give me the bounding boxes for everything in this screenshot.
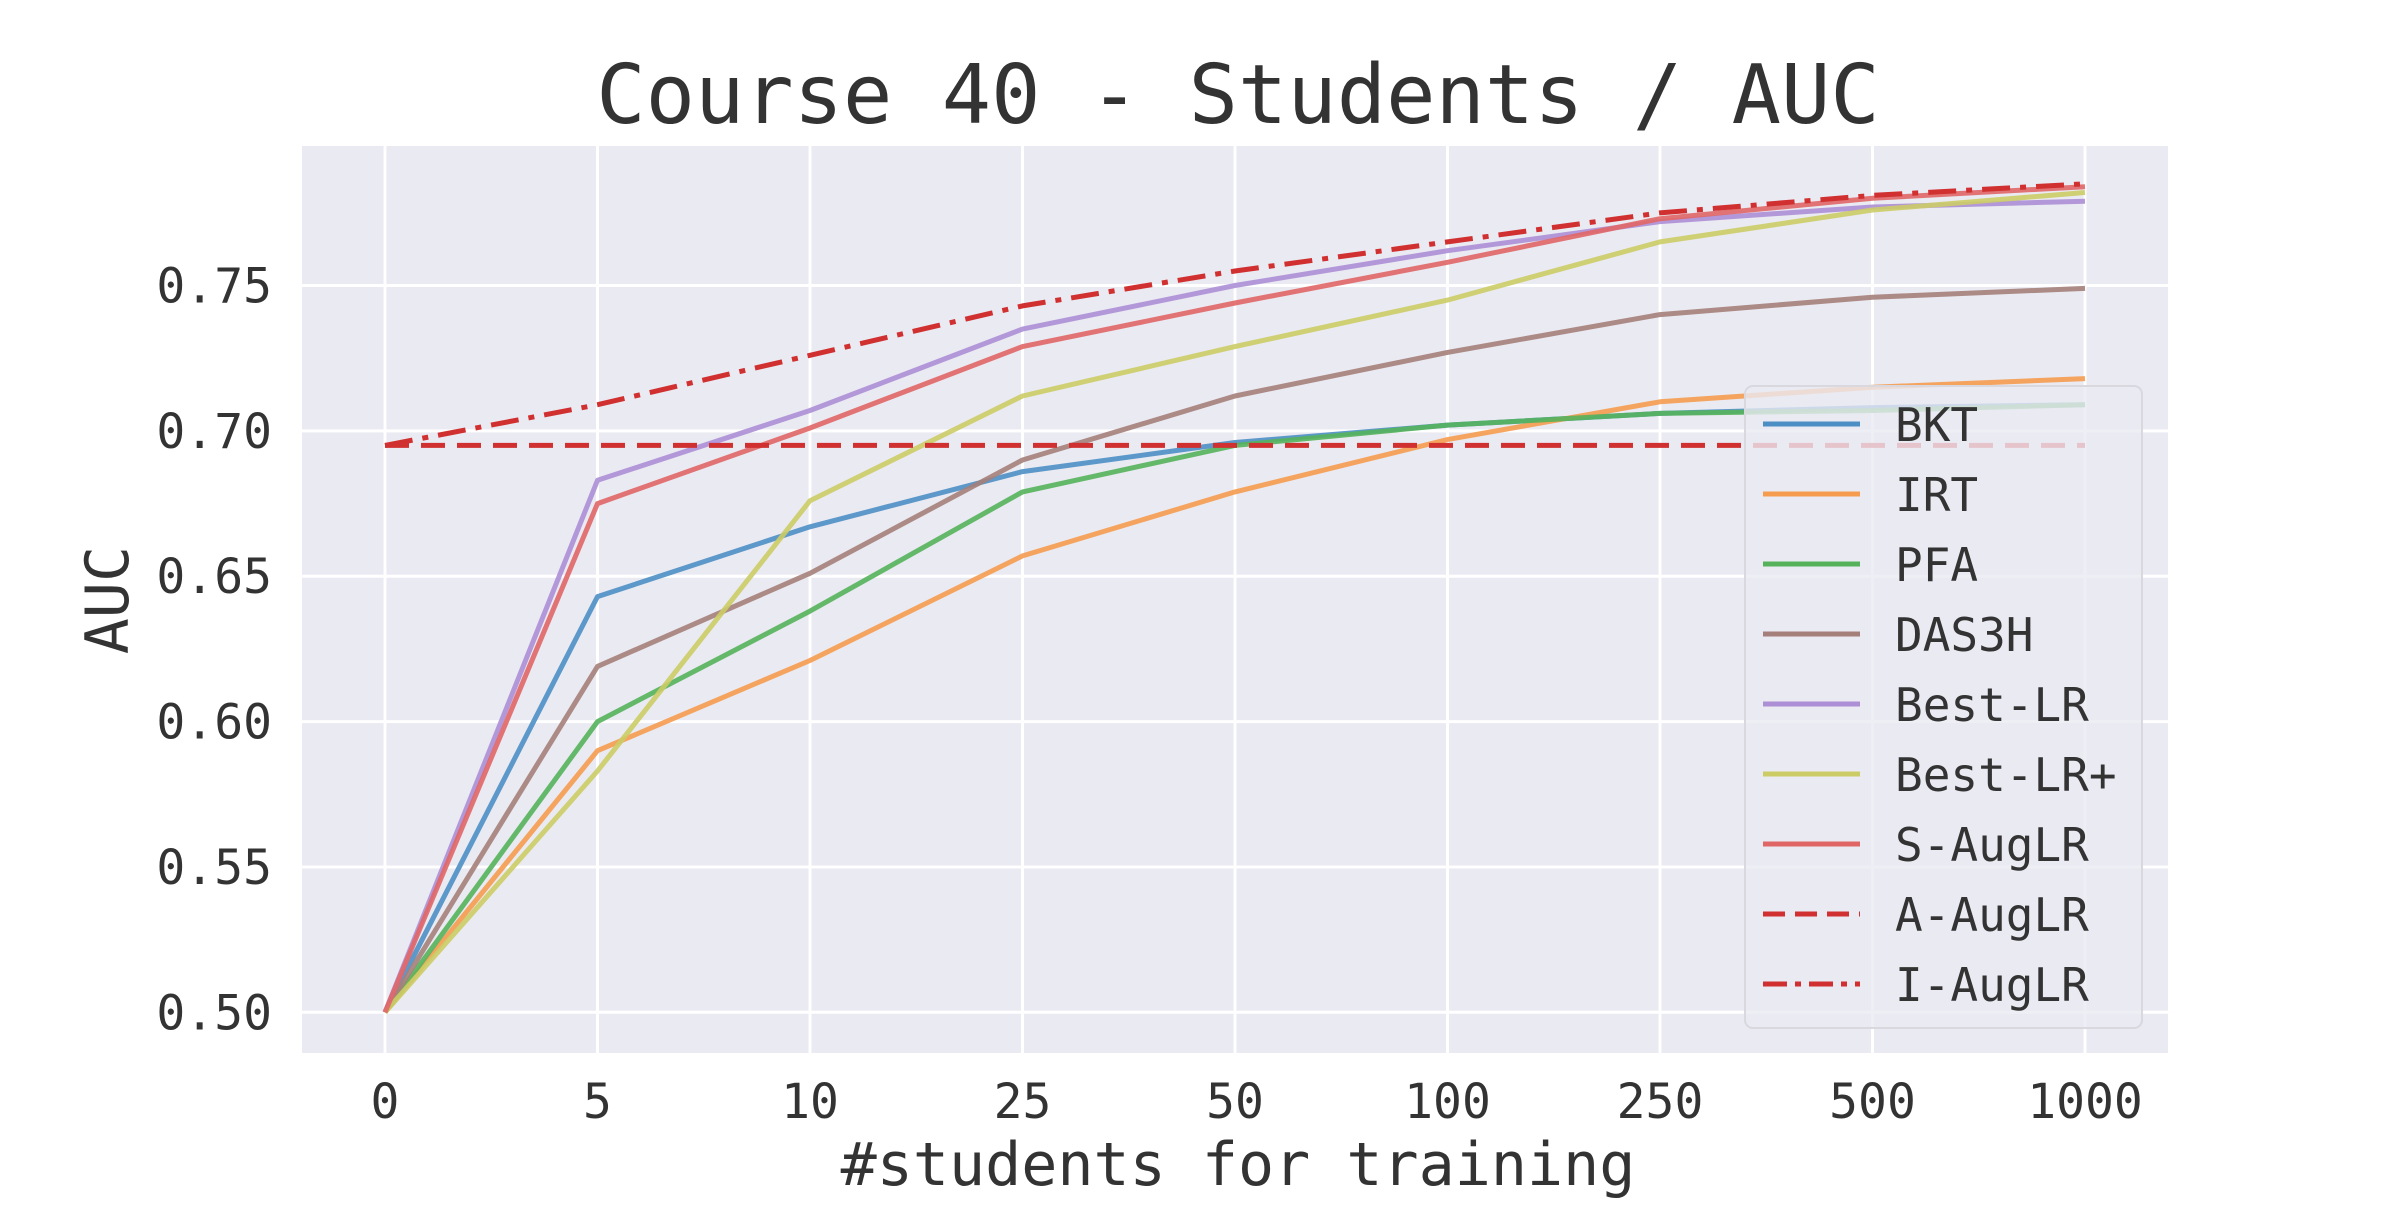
y-axis-label: AUC — [73, 546, 143, 654]
x-tick-label: 50 — [1206, 1074, 1264, 1130]
x-tick-label: 1000 — [2027, 1074, 2143, 1130]
series-line-i-auglr — [384, 181, 2086, 448]
legend-box — [1744, 385, 2143, 1029]
x-tick-label: 500 — [1829, 1074, 1916, 1130]
legend-label: A-AugLR — [1895, 888, 2089, 942]
series-line-best-lr — [382, 198, 2086, 1014]
chart-title: Course 40 - Students / AUC — [596, 48, 1880, 143]
legend-label: BKT — [1895, 398, 1978, 452]
x-tick-label: 100 — [1404, 1074, 1491, 1130]
x-tick-label: 0 — [371, 1074, 400, 1130]
legend-label: IRT — [1895, 468, 1978, 522]
y-tick-label: 0.70 — [156, 404, 272, 460]
y-tick-label: 0.65 — [156, 549, 272, 605]
y-tick-label: 0.60 — [156, 695, 272, 751]
y-tick-label: 0.50 — [156, 985, 272, 1041]
legend-label: Best-LR+ — [1895, 748, 2117, 802]
legend-label: Best-LR — [1895, 678, 2089, 732]
x-tick-label: 5 — [583, 1074, 612, 1130]
legend-label: DAS3H — [1895, 608, 2033, 662]
series-line-das3h — [382, 285, 2086, 1014]
legend-label: I-AugLR — [1895, 958, 2089, 1012]
series-line-best-lr+ — [383, 190, 2086, 1014]
x-tick-label: 10 — [781, 1074, 839, 1130]
series-line-s-auglr — [382, 184, 2086, 1014]
x-tick-label: 250 — [1617, 1074, 1704, 1130]
legend-label: PFA — [1895, 538, 1978, 592]
legend-label: S-AugLR — [1895, 818, 2089, 872]
y-tick-label: 0.55 — [156, 840, 272, 896]
y-tick-label: 0.75 — [156, 259, 272, 315]
legend: BKT IRT PFA DAS3H Best-LR Best-LR+ S-AugLR A-Au… — [1744, 385, 2143, 1029]
x-tick-label: 25 — [994, 1074, 1052, 1130]
x-axis-label: #students for training — [841, 1130, 1636, 1200]
